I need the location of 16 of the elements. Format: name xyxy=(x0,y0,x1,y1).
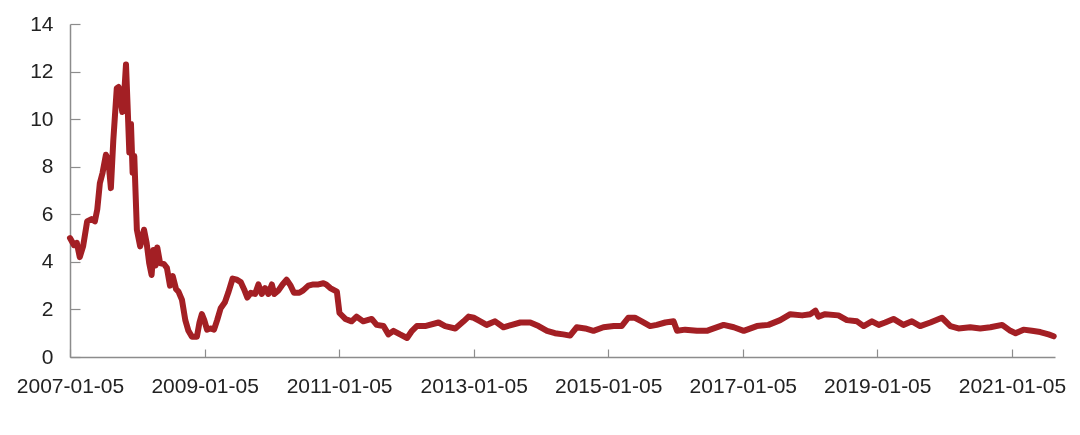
y-tick-label: 6 xyxy=(41,201,54,225)
x-tick-label: 2017-01-05 xyxy=(689,373,798,397)
x-tick-label: 2011-01-05 xyxy=(286,373,393,397)
x-tick-label: 2019-01-05 xyxy=(824,373,932,397)
x-tick-label: 2013-01-05 xyxy=(420,373,528,397)
y-tick-label: 4 xyxy=(41,249,54,273)
y-tick-label: 2 xyxy=(41,296,54,320)
y-tick-label: 14 xyxy=(30,11,54,35)
y-tick-label: 8 xyxy=(41,154,54,178)
y-tick-label: 12 xyxy=(30,59,54,83)
y-tick-label: 10 xyxy=(30,106,54,130)
x-tick-label: 2009-01-05 xyxy=(151,373,259,397)
x-tick-label: 2015-01-05 xyxy=(554,373,663,397)
y-tick-label: 0 xyxy=(41,344,54,368)
x-tick-label: 2007-01-05 xyxy=(16,373,125,397)
x-tick-label: 2021-01-05 xyxy=(958,373,1067,397)
